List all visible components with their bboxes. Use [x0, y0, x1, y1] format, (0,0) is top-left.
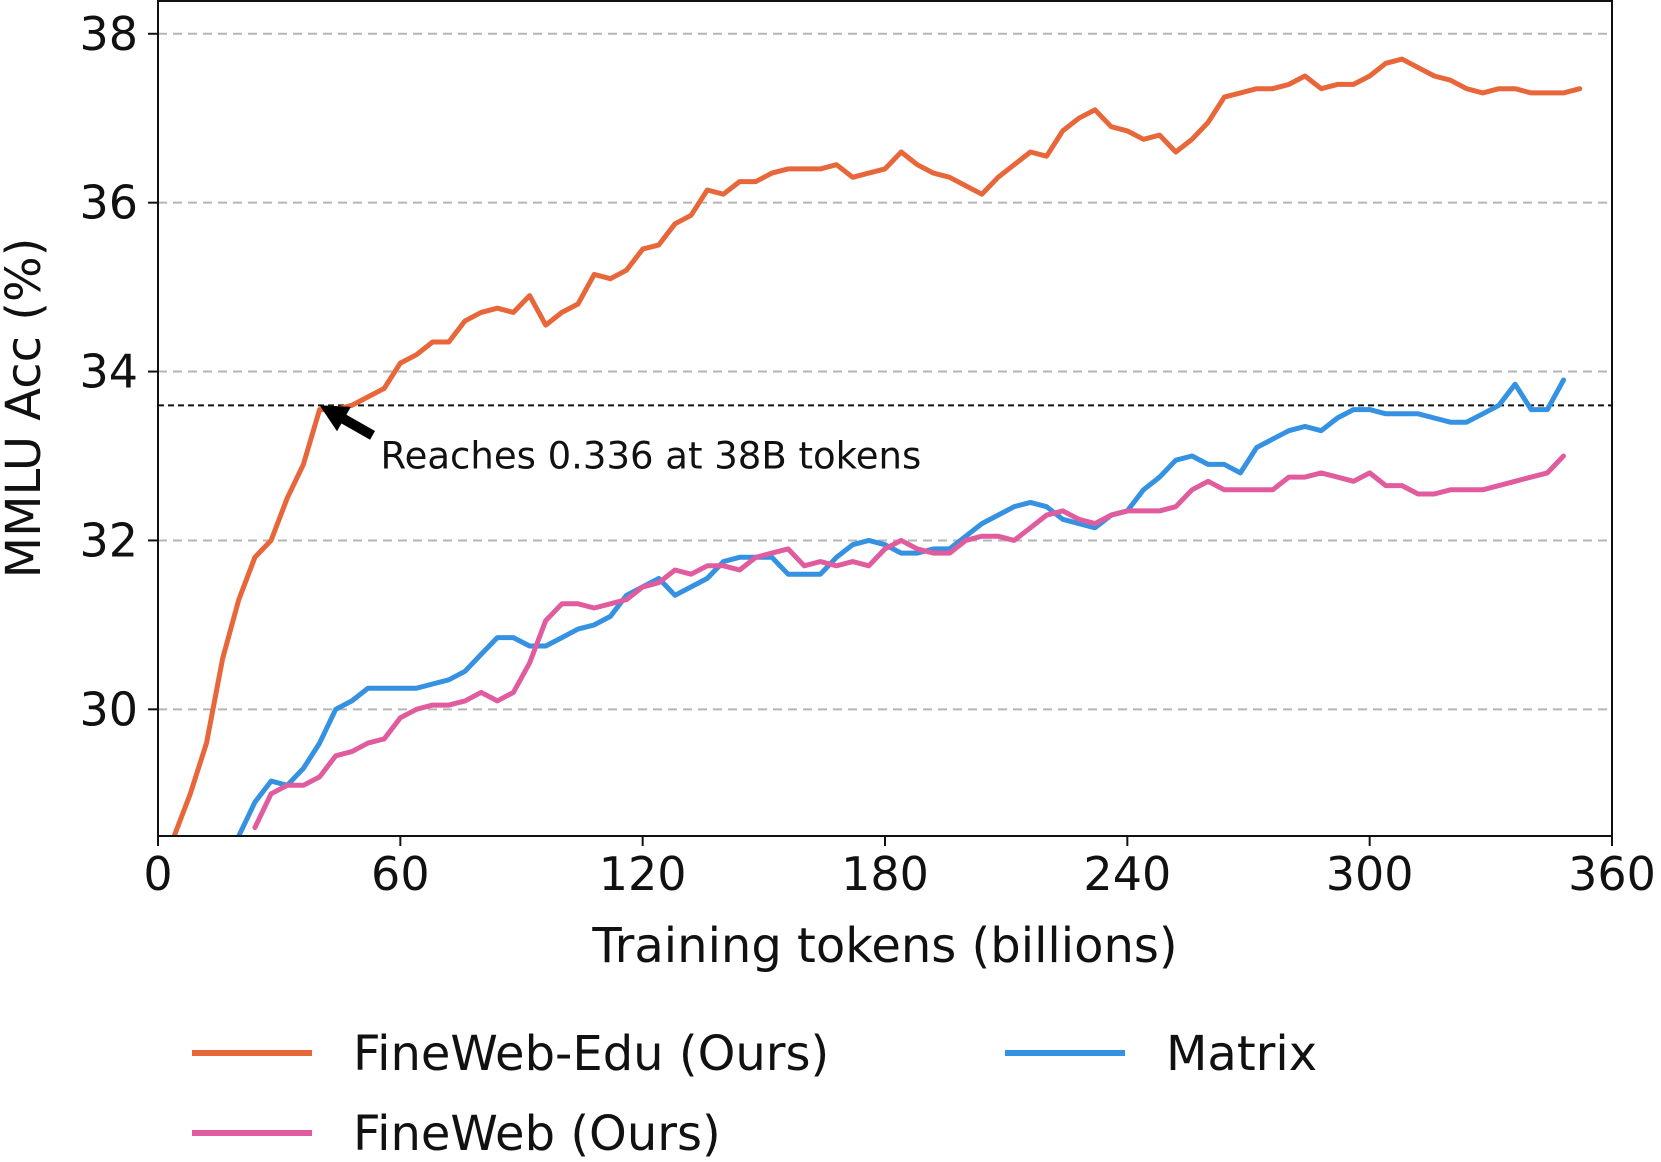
plot-frame	[157, 0, 1613, 837]
y-axis-ticks: 30 32 34 36 38	[79, 7, 158, 736]
annotation-group: Reaches 0.336 at 38B tokens	[319, 405, 922, 477]
legend-label-matrix: Matrix	[1166, 1026, 1317, 1082]
y-tick-label-30: 30	[79, 682, 138, 736]
series-line-fineweb-ours	[252, 453, 1566, 831]
x-tick-label-180: 180	[841, 847, 929, 901]
annotation-arrow	[319, 405, 375, 440]
x-tick-label-60: 60	[371, 847, 430, 901]
legend-label-fineweb-edu-ours: FineWeb-Edu (Ours)	[353, 1026, 829, 1082]
series-line-fineweb-edu-ours	[171, 56, 1583, 836]
y-tick-label-34: 34	[79, 345, 138, 399]
legend-label-fineweb-ours: FineWeb (Ours)	[353, 1106, 721, 1162]
x-tick-label-300: 300	[1326, 847, 1414, 901]
y-axis-title: MMLU Acc (%)	[0, 238, 52, 579]
y-tick-label-32: 32	[79, 513, 138, 567]
y-tick-label-38: 38	[79, 7, 138, 61]
annotation-text: Reaches 0.336 at 38B tokens	[381, 434, 922, 477]
x-tick-label-360: 360	[1568, 847, 1656, 901]
series-lines	[171, 56, 1583, 836]
x-axis-ticks: 0 60 120 180 240 300 360	[143, 836, 1656, 901]
x-tick-label-120: 120	[599, 847, 687, 901]
series-line-matrix	[236, 377, 1566, 836]
grid-lines	[158, 32, 1612, 711]
y-tick-label-36: 36	[79, 176, 138, 230]
x-tick-label-0: 0	[143, 847, 172, 901]
x-tick-label-240: 240	[1083, 847, 1171, 901]
x-axis-title: Training tokens (billions)	[591, 918, 1177, 974]
legend: FineWeb-Edu (Ours) Matrix FineWeb (Ours)	[192, 1026, 1317, 1162]
